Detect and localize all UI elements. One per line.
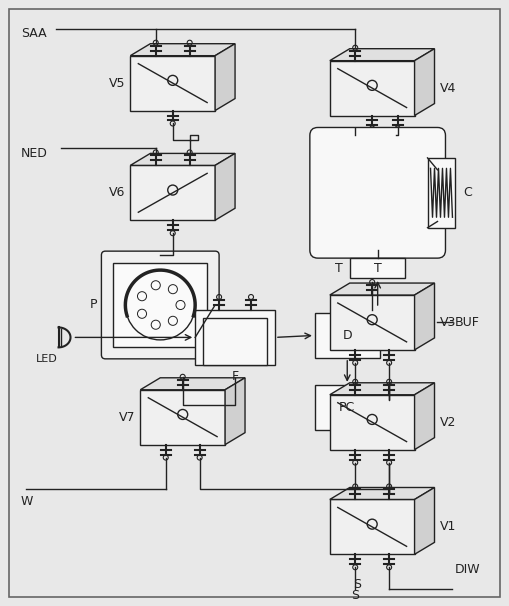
Polygon shape	[330, 283, 435, 295]
Polygon shape	[215, 153, 235, 220]
Polygon shape	[140, 378, 245, 390]
Polygon shape	[130, 56, 215, 110]
Bar	[428, 158, 456, 228]
Bar	[114, 263, 207, 347]
Polygon shape	[414, 487, 435, 554]
Bar	[195, 310, 275, 365]
Polygon shape	[130, 165, 215, 220]
Text: V3: V3	[439, 316, 456, 329]
Polygon shape	[330, 61, 414, 116]
Polygon shape	[330, 395, 414, 450]
Polygon shape	[414, 383, 435, 450]
Text: DIW: DIW	[455, 563, 480, 576]
Text: PC: PC	[339, 401, 355, 414]
Text: S: S	[353, 578, 361, 591]
Text: V7: V7	[119, 411, 135, 424]
Text: T: T	[374, 262, 382, 275]
Polygon shape	[414, 48, 435, 116]
Text: SAA: SAA	[21, 27, 46, 40]
Bar	[203, 318, 267, 365]
Text: NED: NED	[21, 147, 47, 160]
Text: D: D	[343, 329, 352, 342]
FancyBboxPatch shape	[101, 251, 219, 359]
Polygon shape	[330, 48, 435, 61]
Bar	[315, 385, 380, 430]
Polygon shape	[140, 390, 225, 445]
Text: BUF: BUF	[455, 316, 479, 329]
Polygon shape	[225, 378, 245, 445]
Polygon shape	[130, 153, 235, 165]
Text: C: C	[463, 186, 472, 199]
Polygon shape	[215, 44, 235, 110]
Text: V6: V6	[109, 186, 125, 199]
Text: LED: LED	[36, 355, 58, 364]
Polygon shape	[414, 283, 435, 350]
Polygon shape	[130, 44, 235, 56]
Text: V1: V1	[439, 521, 456, 533]
Polygon shape	[330, 383, 435, 395]
Text: V4: V4	[439, 82, 456, 95]
Text: S: S	[351, 588, 359, 602]
Text: V2: V2	[439, 416, 456, 428]
Polygon shape	[330, 487, 435, 499]
Text: V5: V5	[109, 76, 125, 90]
Text: T: T	[334, 262, 342, 275]
Polygon shape	[330, 499, 414, 554]
Bar	[350, 258, 405, 278]
Bar	[315, 313, 380, 358]
Text: W: W	[21, 495, 33, 508]
FancyBboxPatch shape	[310, 127, 445, 258]
Polygon shape	[330, 295, 414, 350]
Text: P: P	[90, 299, 97, 311]
Text: F: F	[232, 370, 239, 384]
